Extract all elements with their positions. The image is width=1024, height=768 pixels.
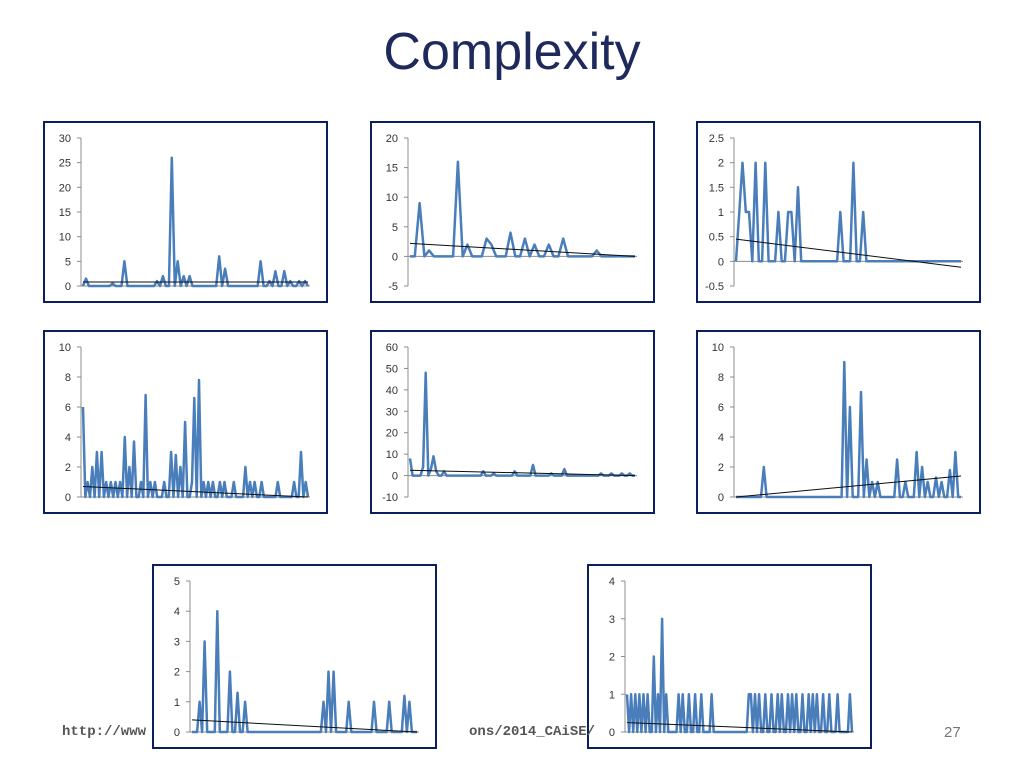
y-tick-label: 10 <box>386 449 398 461</box>
y-tick-label: 20 <box>386 428 398 440</box>
chart-8-svg: 0 1 2 3 4 <box>609 576 854 739</box>
chart-panel-8: 0 1 2 3 4 <box>587 564 872 749</box>
trend-line <box>191 719 418 733</box>
y-tick-label: 4 <box>609 576 615 588</box>
chart-5-svg: -10 0 10 20 30 40 50 60 <box>382 342 637 504</box>
y-tick-label: 2 <box>174 667 180 679</box>
chart-panel-6: 0 2 4 6 8 10 <box>696 330 981 514</box>
chart-panel-5: -10 0 10 20 30 40 50 60 <box>370 330 655 514</box>
y-tick-label: 0 <box>718 256 724 268</box>
y-tick-label: 8 <box>718 372 724 384</box>
trend-line <box>735 475 962 498</box>
y-tick-label: 20 <box>386 133 398 145</box>
y-tick-label: 0 <box>718 492 724 504</box>
y-tick-label: 10 <box>386 192 398 204</box>
chart-panel-3: -0.5 0 0.5 1 1.5 2 2.5 <box>696 121 981 303</box>
y-tick-label: 25 <box>59 158 71 170</box>
y-tick-label: 0 <box>65 281 71 293</box>
series-line <box>736 360 961 499</box>
trend-line <box>626 722 853 733</box>
y-tick-label: 2 <box>718 462 724 474</box>
series-line <box>81 156 310 288</box>
y-tick-label: 5 <box>392 222 398 234</box>
slide-title: Complexity <box>383 23 641 81</box>
series-line <box>192 609 417 734</box>
y-tick-label: 8 <box>65 372 71 384</box>
y-tick-label: 2 <box>609 652 615 664</box>
chart-7-svg: 0 1 2 3 4 5 <box>174 576 419 739</box>
series-line <box>81 378 310 499</box>
series-line <box>408 371 635 477</box>
y-tick-label: 0.5 <box>709 232 724 244</box>
footer-url[interactable]: http://www ons/2014_CAiSE/ <box>62 724 595 740</box>
trend-line <box>409 469 636 477</box>
y-tick-label: 0 <box>609 727 615 739</box>
y-tick-label: 0 <box>392 251 398 263</box>
y-tick-label: 10 <box>59 342 71 354</box>
y-tick-label: 1 <box>609 689 615 701</box>
chart-3-svg: -0.5 0 0.5 1 1.5 2 2.5 <box>705 133 963 293</box>
y-tick-label: 4 <box>718 432 724 444</box>
y-tick-label: 30 <box>386 406 398 418</box>
y-tick-label: 6 <box>718 402 724 414</box>
chart-2-svg: -5 0 5 10 15 20 <box>386 133 637 293</box>
y-tick-label: 40 <box>386 385 398 397</box>
y-tick-label: 3 <box>609 614 615 626</box>
chart-4-svg: 0 2 4 6 8 10 <box>59 342 310 504</box>
chart-6-svg: 0 2 4 6 8 10 <box>712 342 963 504</box>
y-tick-label: 1.5 <box>709 182 724 194</box>
footer-url-start: http://www <box>62 724 147 740</box>
trend-line <box>409 242 636 257</box>
y-tick-label: 1 <box>174 697 180 709</box>
y-tick-label: -0.5 <box>705 281 724 293</box>
trend-line <box>735 238 962 268</box>
y-tick-label: 3 <box>174 636 180 648</box>
series-line <box>410 160 635 258</box>
y-tick-label: 60 <box>386 342 398 354</box>
series-line <box>625 617 854 734</box>
y-tick-label: 0 <box>392 471 398 483</box>
y-tick-label: -10 <box>382 492 398 504</box>
y-tick-label: 1 <box>718 207 724 219</box>
y-tick-label: 6 <box>65 402 71 414</box>
y-tick-label: 15 <box>59 207 71 219</box>
y-tick-label: 5 <box>174 576 180 588</box>
y-tick-label: 15 <box>386 163 398 175</box>
y-tick-label: -5 <box>388 281 398 293</box>
chart-panel-7: 0 1 2 3 4 5 <box>152 564 437 749</box>
series-line <box>734 161 961 263</box>
y-tick-label: 30 <box>59 133 71 145</box>
y-tick-label: 20 <box>59 182 71 194</box>
y-tick-label: 4 <box>174 606 180 618</box>
y-tick-label: 10 <box>712 342 724 354</box>
y-tick-label: 2 <box>65 462 71 474</box>
footer-url-end: ons/2014_CAiSE/ <box>469 724 596 740</box>
y-tick-label: 0 <box>65 492 71 504</box>
y-tick-label: 4 <box>65 432 71 444</box>
y-tick-label: 2.5 <box>709 133 724 145</box>
y-tick-label: 0 <box>174 727 180 739</box>
y-tick-label: 10 <box>59 232 71 244</box>
y-tick-label: 50 <box>386 363 398 375</box>
page-number: 27 <box>944 724 961 741</box>
y-tick-label: 5 <box>65 256 71 268</box>
chart-panel-1: 0 5 10 15 20 25 30 <box>43 121 328 303</box>
trend-line <box>82 486 309 498</box>
chart-1-svg: 0 5 10 15 20 25 30 <box>59 133 310 293</box>
chart-panel-2: -5 0 5 10 15 20 <box>370 121 655 303</box>
y-tick-label: 2 <box>718 158 724 170</box>
chart-panel-4: 0 2 4 6 8 10 <box>43 330 328 514</box>
